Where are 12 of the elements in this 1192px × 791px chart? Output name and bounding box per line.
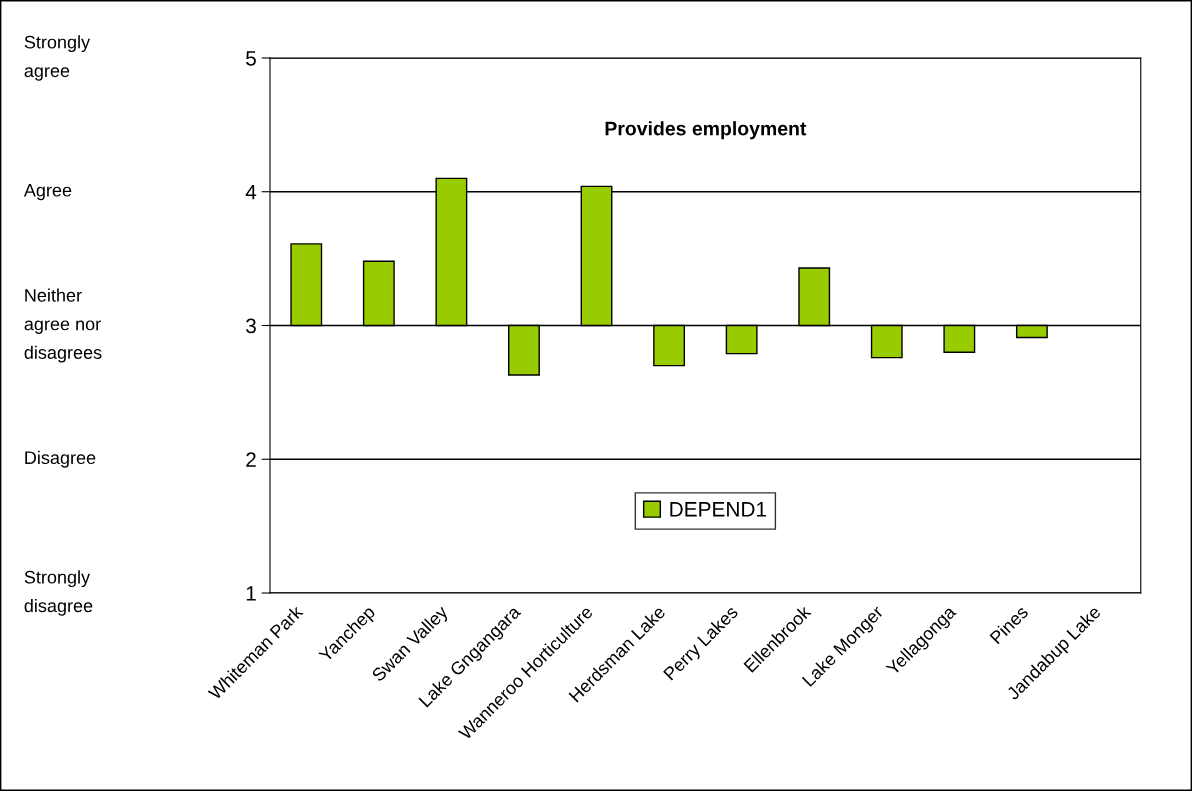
text: Agree xyxy=(23,183,72,201)
legend-label: DEPEND1 xyxy=(670,502,767,517)
y-tick-label: 5 xyxy=(246,51,256,66)
text: Disagree xyxy=(25,450,96,468)
text: Strongly agree xyxy=(24,35,91,81)
text: Neither agree nor disagrees xyxy=(24,288,102,363)
y-tick-label: 2 xyxy=(246,452,256,467)
text: Provides employment xyxy=(605,121,807,140)
text: Strongly disagree xyxy=(24,570,93,616)
y-tick-label: 1 xyxy=(246,586,256,601)
y-tick-label: 3 xyxy=(246,318,256,334)
y-tick-label: 4 xyxy=(245,184,257,200)
